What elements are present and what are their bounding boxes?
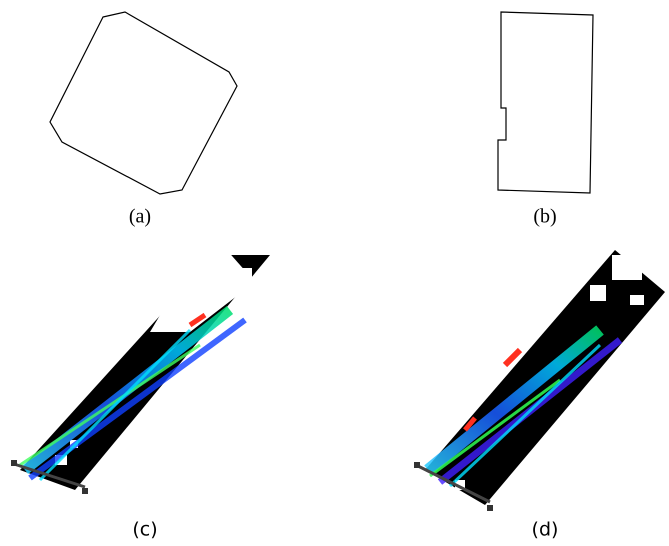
panel-label: (a) — [129, 206, 151, 228]
panel-label: (c) — [132, 519, 157, 541]
outline-a — [50, 12, 237, 194]
page: {"panels": [{"label": "(a)"}, {"label": … — [0, 0, 669, 546]
figure: (a) (b) (c) (d) — [0, 0, 669, 546]
panel-label: (b) — [533, 206, 556, 228]
outline-b — [498, 12, 593, 193]
heatmap-c — [11, 248, 270, 494]
heatmap-d — [414, 250, 665, 511]
panel-label: (d) — [532, 519, 559, 541]
